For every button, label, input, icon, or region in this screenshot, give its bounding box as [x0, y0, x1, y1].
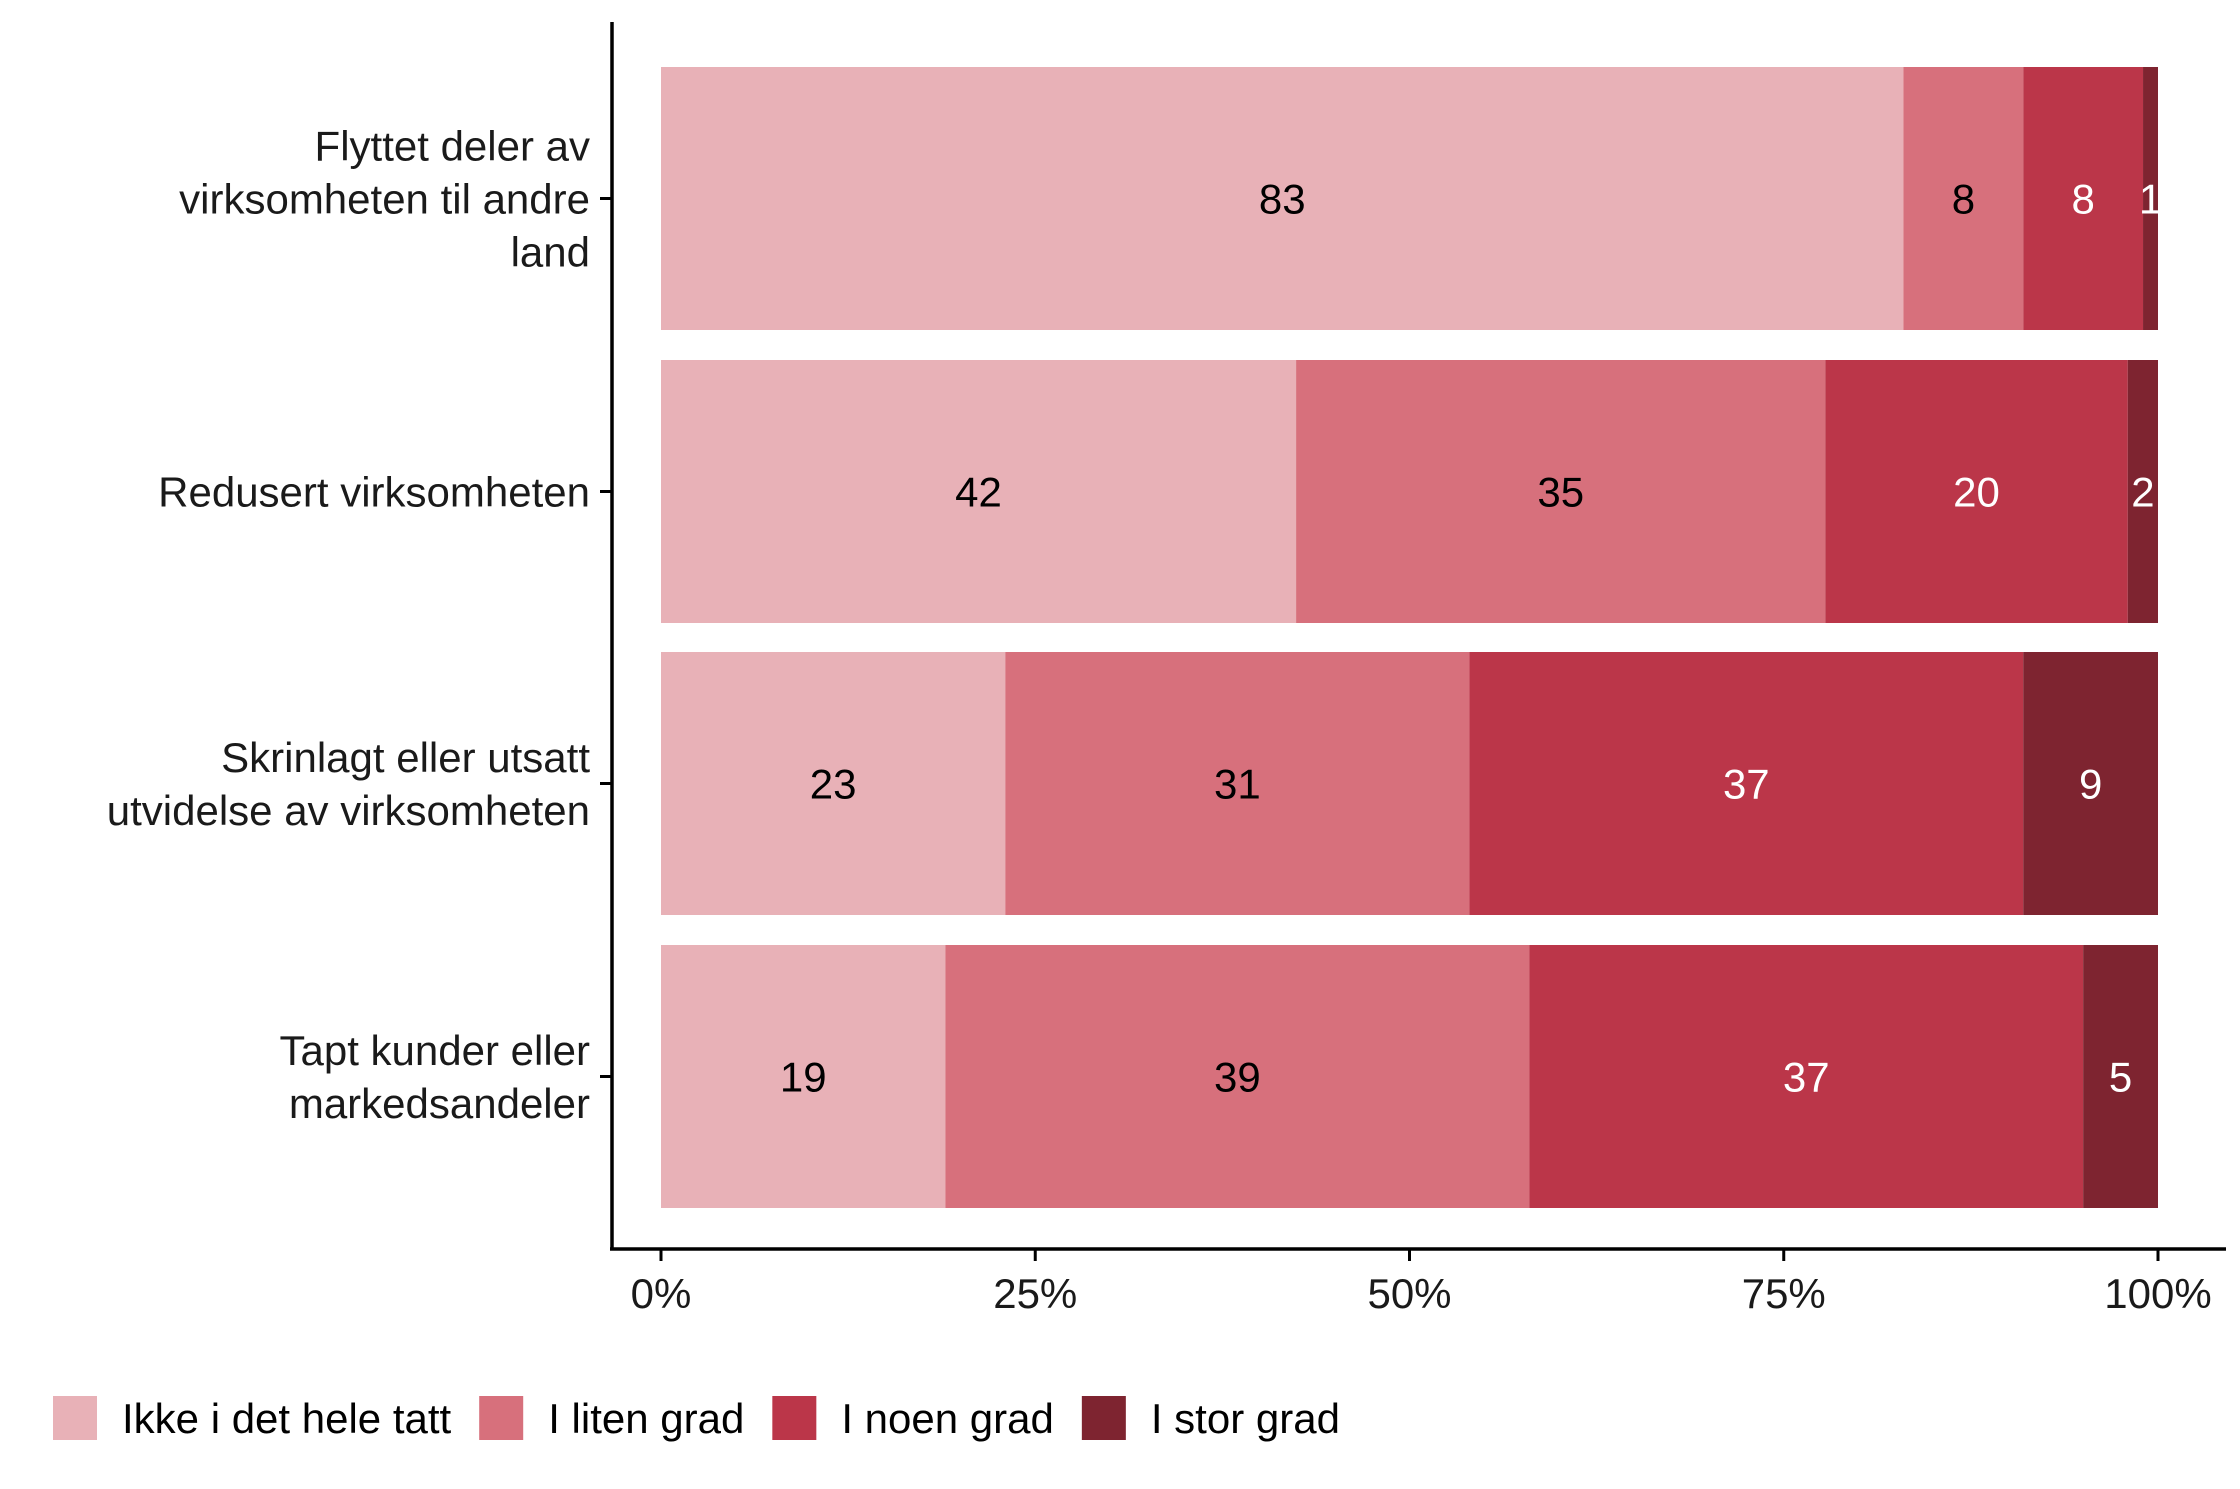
bar-segment — [661, 652, 1006, 915]
data-label: 20 — [1953, 469, 2000, 516]
data-label: 37 — [1783, 1054, 1830, 1101]
legend-label: I noen grad — [841, 1395, 1054, 1442]
bars-layer: 83 8 8 142 35 20 223 31 37 919 39 37 5 — [661, 67, 2162, 1208]
x-tick-label: 25% — [993, 1270, 1077, 1317]
x-tick-label: 100% — [2104, 1270, 2211, 1317]
bar-segment — [1903, 67, 2024, 330]
legend-key — [1081, 1396, 1126, 1440]
legend-key — [53, 1396, 97, 1440]
y-tick-label: virksomheten til andre — [179, 176, 590, 223]
bar-segment — [1825, 360, 2128, 623]
data-label: 42 — [955, 469, 1002, 516]
data-label: 2 — [2131, 469, 2154, 516]
bar-segment — [1296, 360, 1826, 623]
legend-label: I stor grad — [1151, 1395, 1340, 1442]
bar-segment — [1005, 652, 1470, 915]
legend-label: Ikke i det hele tatt — [122, 1395, 452, 1442]
y-tick-label: Flyttet deler av — [315, 123, 590, 170]
x-tick-label: 0% — [631, 1270, 692, 1317]
data-label: 8 — [2071, 176, 2094, 223]
axes-layer: Flyttet deler av virksomheten til andre la… — [107, 22, 2226, 1317]
bar-segment — [2143, 67, 2158, 330]
bar-segment — [661, 67, 1904, 330]
data-label: 1 — [2139, 176, 2162, 223]
data-label: 31 — [1214, 761, 1261, 808]
data-label: 39 — [1214, 1054, 1261, 1101]
data-label: 83 — [1259, 176, 1306, 223]
y-tick-label: utvidelse av virksomheten — [107, 787, 590, 834]
bar-segment — [2083, 945, 2158, 1208]
y-tick-label: Skrinlagt eller utsatt — [221, 734, 590, 781]
data-label: 23 — [810, 761, 857, 808]
bar-segment — [2023, 652, 2158, 915]
bar-segment — [661, 945, 946, 1208]
legend-key — [479, 1396, 524, 1440]
y-tick-label: land — [511, 229, 590, 276]
legend: Ikke i det hele tatt I liten grad I noen g… — [53, 1395, 1340, 1442]
x-tick-label: 50% — [1367, 1270, 1451, 1317]
data-label: 9 — [2079, 761, 2102, 808]
data-label: 5 — [2109, 1054, 2132, 1101]
data-label: 8 — [1952, 176, 1975, 223]
y-tick-label: Tapt kunder eller — [279, 1027, 590, 1074]
data-label: 19 — [780, 1054, 827, 1101]
legend-key — [772, 1396, 817, 1440]
data-label: 35 — [1537, 469, 1584, 516]
legend-label: I liten grad — [548, 1395, 744, 1442]
bar-segment — [2023, 67, 2144, 330]
bar-segment — [2127, 360, 2158, 623]
bar-segment — [1469, 652, 2024, 915]
y-tick-label: Redusert virksomheten — [158, 469, 590, 516]
bar-segment — [1529, 945, 2084, 1208]
data-label: 37 — [1723, 761, 1770, 808]
x-tick-label: 75% — [1742, 1270, 1826, 1317]
y-tick-label: markedsandeler — [289, 1080, 590, 1127]
bar-segment — [945, 945, 1530, 1208]
bar-segment — [661, 360, 1297, 623]
